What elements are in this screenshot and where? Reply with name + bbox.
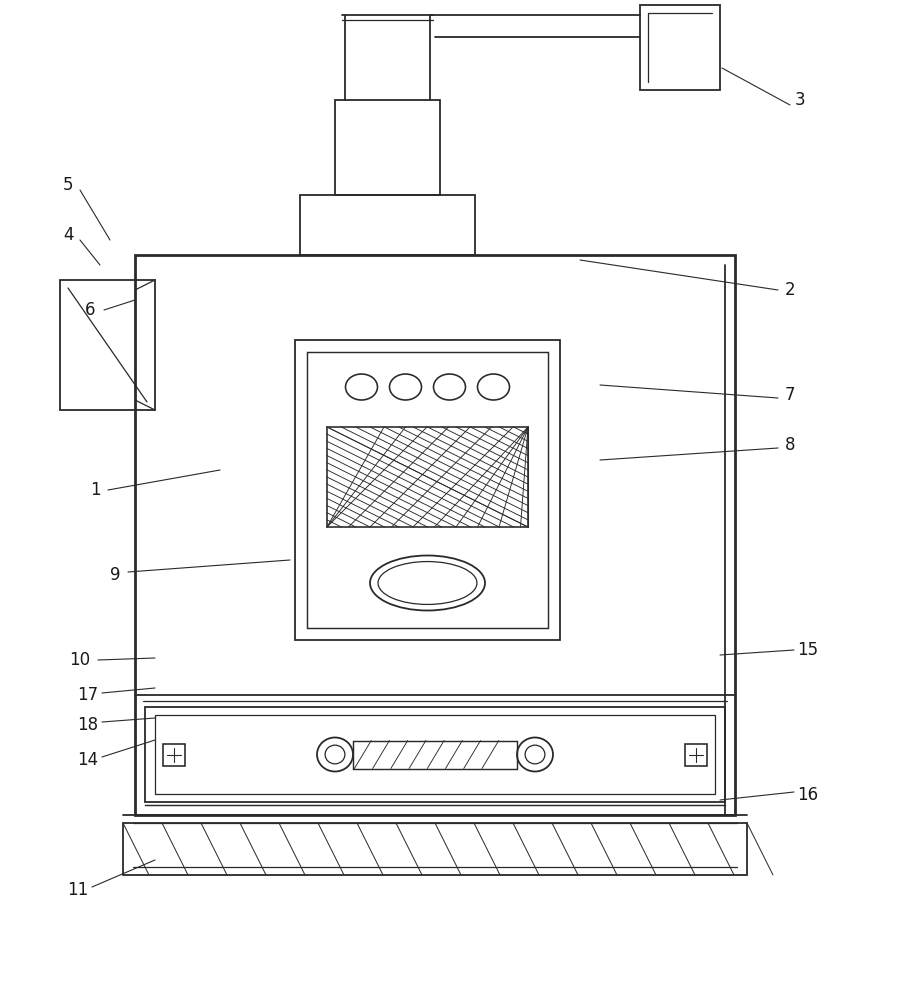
Text: 4: 4: [63, 226, 73, 244]
Bar: [163, 744, 185, 766]
Bar: [155, 715, 715, 794]
Bar: [640, 5, 720, 90]
Text: 2: 2: [785, 281, 796, 299]
Text: 10: 10: [69, 651, 91, 669]
Text: 18: 18: [77, 716, 99, 734]
Bar: [353, 740, 517, 768]
Bar: [327, 427, 528, 527]
Text: 9: 9: [110, 566, 120, 584]
Bar: [295, 340, 560, 640]
Text: 1: 1: [90, 481, 101, 499]
Text: 5: 5: [63, 176, 73, 194]
Text: 3: 3: [795, 91, 806, 109]
Text: 14: 14: [77, 751, 99, 769]
Bar: [685, 744, 707, 766]
Bar: [123, 823, 747, 875]
Text: 16: 16: [797, 786, 819, 804]
Text: 11: 11: [67, 881, 89, 899]
Text: 8: 8: [785, 436, 796, 454]
Bar: [60, 280, 155, 410]
Text: 6: 6: [85, 301, 95, 319]
Bar: [300, 195, 475, 255]
Text: 17: 17: [77, 686, 99, 704]
Text: 15: 15: [797, 641, 819, 659]
Bar: [145, 707, 725, 802]
Bar: [335, 100, 440, 195]
Text: 7: 7: [785, 386, 796, 404]
Bar: [307, 352, 548, 628]
Bar: [135, 255, 735, 815]
